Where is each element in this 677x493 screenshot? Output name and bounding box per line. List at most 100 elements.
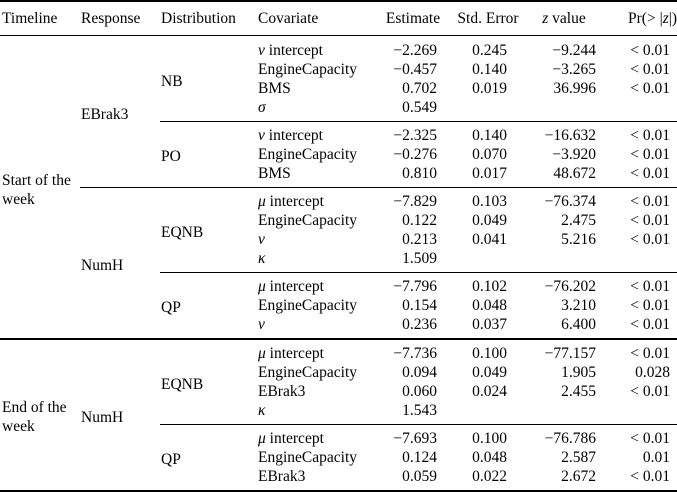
covariate-cell: ν (258, 231, 265, 248)
std-error-value: 0.048 (472, 449, 507, 466)
std-error-value: 0.019 (472, 80, 507, 97)
table-row: κ 1.509 (0, 249, 677, 273)
distribution-label: PO (160, 121, 258, 188)
estimate-value: −2.269 (393, 42, 437, 59)
col-header-distribution: Distribution (160, 1, 258, 36)
std-error-value: 0.140 (472, 61, 507, 78)
p-value: < 0.01 (630, 61, 670, 78)
z-value: 5.216 (561, 231, 596, 248)
z-value: 2.455 (561, 383, 596, 400)
covariate-cell: EngineCapacity (258, 61, 357, 78)
table-row: EngineCapacity 0.154 0.048 3.210 < 0.01 (0, 296, 677, 315)
covariate-cell: μ intercept (258, 424, 378, 448)
p-value: < 0.01 (630, 165, 670, 182)
std-error-value: 0.022 (472, 468, 507, 485)
z-value: −76.786 (528, 424, 600, 448)
covariate-cell: μ intercept (258, 187, 378, 211)
covariate-cell: ν (258, 316, 265, 333)
p-value: < 0.01 (600, 424, 677, 448)
table-row: BMS 0.702 0.019 36.996 < 0.01 (0, 79, 677, 98)
std-error-value (448, 401, 528, 425)
table-row: σ 0.549 (0, 98, 677, 122)
p-value: < 0.01 (600, 187, 677, 211)
estimate-value: 0.059 (402, 468, 437, 485)
table-row: EngineCapacity −0.276 0.070 −3.920 < 0.01 (0, 145, 677, 164)
estimate-value: −7.693 (378, 424, 448, 448)
p-value: < 0.01 (600, 121, 677, 145)
covariate-cell: κ (258, 402, 266, 419)
estimate-value: 0.549 (402, 99, 437, 116)
table-body: Start of the week EBrak3 NB ν intercept −2.2… (0, 36, 677, 491)
response-group-label: NumH (80, 187, 160, 339)
p-value: < 0.01 (630, 146, 670, 163)
p-value: < 0.01 (630, 316, 670, 333)
table-row: ν 0.213 0.041 5.216 < 0.01 (0, 230, 677, 249)
estimate-value: 0.060 (402, 383, 437, 400)
response-group-label: EBrak3 (81, 105, 129, 123)
estimate-value: 1.543 (402, 402, 437, 419)
estimate-value: −7.796 (378, 272, 448, 296)
col-header-covariate: Covariate (258, 1, 378, 36)
std-error-value: 0.103 (448, 187, 528, 211)
z-value: 6.400 (561, 316, 596, 333)
z-value (528, 249, 600, 273)
table-row: ν 0.236 0.037 6.400 < 0.01 (0, 315, 677, 339)
table-row: QP μ intercept −7.693 0.100 −76.786 < 0.01 (0, 424, 677, 491)
col-header-pr: Pr(> |z|) (600, 1, 677, 36)
table-row: EngineCapacity 0.124 0.048 2.587 0.01 (0, 448, 677, 467)
p-value: < 0.01 (630, 297, 670, 314)
estimate-value: 0.124 (402, 449, 437, 466)
distribution-label: EQNB (160, 338, 258, 425)
std-error-value: 0.049 (472, 364, 507, 381)
z-value: −76.202 (528, 272, 600, 296)
table-row: κ 1.543 (0, 401, 677, 425)
estimate-value: −7.829 (378, 187, 448, 211)
z-value: −76.374 (528, 187, 600, 211)
z-value (528, 401, 600, 425)
std-error-value: 0.049 (472, 212, 507, 229)
table-row: Start of the week EBrak3 NB ν intercept −2.2… (0, 36, 677, 208)
std-error-value: 0.100 (448, 424, 528, 448)
p-value: < 0.01 (600, 272, 677, 296)
table-row: PO ν intercept −2.325 0.140 −16.632 < 0.01 (0, 121, 677, 188)
col-header-estimate: Estimate (378, 1, 448, 36)
std-error-value: 0.024 (472, 383, 507, 400)
table-row: QP μ intercept −7.796 0.102 −76.202 < 0.01 (0, 272, 677, 339)
response-group-label: NumH (80, 338, 160, 491)
std-error-value: 0.041 (472, 231, 507, 248)
covariate-cell: μ intercept (258, 272, 378, 296)
covariate-cell: EBrak3 (258, 468, 306, 485)
std-error-value (448, 98, 528, 122)
estimate-value: 0.810 (402, 165, 437, 182)
estimate-value: 0.213 (402, 231, 437, 248)
z-value: 3.210 (561, 297, 596, 314)
covariate-cell: EngineCapacity (258, 449, 357, 466)
std-error-value (448, 249, 528, 273)
table-row: EngineCapacity −0.457 0.140 −3.265 < 0.01 (0, 60, 677, 79)
estimate-value: 0.236 (402, 316, 437, 333)
estimate-value: −7.736 (378, 338, 448, 363)
distribution-label: QP (160, 272, 258, 339)
p-value (600, 98, 677, 122)
std-error-value: 0.102 (448, 272, 528, 296)
timeline-group-label: End of the week (0, 338, 80, 491)
z-value: −3.920 (552, 146, 596, 163)
p-value: 0.028 (635, 364, 670, 381)
z-value: 36.996 (553, 80, 596, 97)
table-row: BMS 0.810 0.017 48.672 < 0.01 (0, 164, 677, 188)
z-value: 2.672 (561, 468, 596, 485)
std-error-value: 0.245 (472, 42, 507, 59)
p-value: 0.01 (642, 449, 670, 466)
header-row: Timeline Response Distribution Covariate… (0, 1, 677, 36)
z-value: 1.905 (561, 364, 596, 381)
distribution-label: NB (161, 72, 183, 90)
std-error-value: 0.048 (472, 297, 507, 314)
covariate-cell: EngineCapacity (258, 212, 357, 229)
covariate-cell: EngineCapacity (258, 364, 357, 381)
z-value: −3.265 (552, 61, 596, 78)
estimate-value: 0.154 (402, 297, 437, 314)
z-value: 2.475 (561, 212, 596, 229)
p-value: < 0.01 (630, 212, 670, 229)
distribution-label: EQNB (160, 187, 258, 273)
